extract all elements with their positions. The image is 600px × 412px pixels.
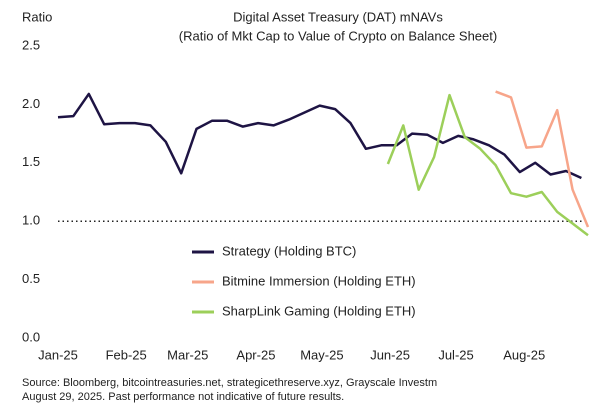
x-tick-label: May-25 (300, 347, 343, 362)
y-tick-label: 0.5 (22, 271, 40, 286)
legend-label: Strategy (Holding BTC) (222, 243, 356, 258)
x-tick-label: Feb-25 (106, 347, 147, 362)
y-tick-label: 0.0 (22, 329, 40, 344)
chart-subtitle: (Ratio of Mkt Cap to Value of Crypto on … (179, 28, 497, 43)
series-line (57, 92, 582, 180)
series-line (495, 90, 590, 228)
legend-label: SharpLink Gaming (Holding ETH) (222, 303, 416, 318)
source: Source: Bloomberg, bitcointreasuries.net… (22, 377, 437, 389)
y-axis-label: Ratio (22, 9, 52, 24)
y-tick-label: 1.0 (22, 213, 40, 228)
legend-label: Bitmine Immersion (Holding ETH) (222, 273, 416, 288)
x-tick-label: Apr-25 (236, 347, 275, 362)
x-tick-label: Mar-25 (167, 347, 208, 362)
x-tick-label: Jan-25 (38, 347, 78, 362)
y-tick-label: 2.0 (22, 96, 40, 111)
x-tick-label: Aug-25 (503, 347, 545, 362)
y-tick-label: 1.5 (22, 154, 40, 169)
x-tick-label: Jun-25 (370, 347, 410, 362)
source: August 29, 2025. Past performance not in… (22, 391, 344, 403)
series-line (386, 93, 589, 237)
y-tick-label: 2.5 (22, 37, 40, 52)
x-tick-label: Jul-25 (438, 347, 473, 362)
chart-title: Digital Asset Treasury (DAT) mNAVs (233, 9, 443, 24)
